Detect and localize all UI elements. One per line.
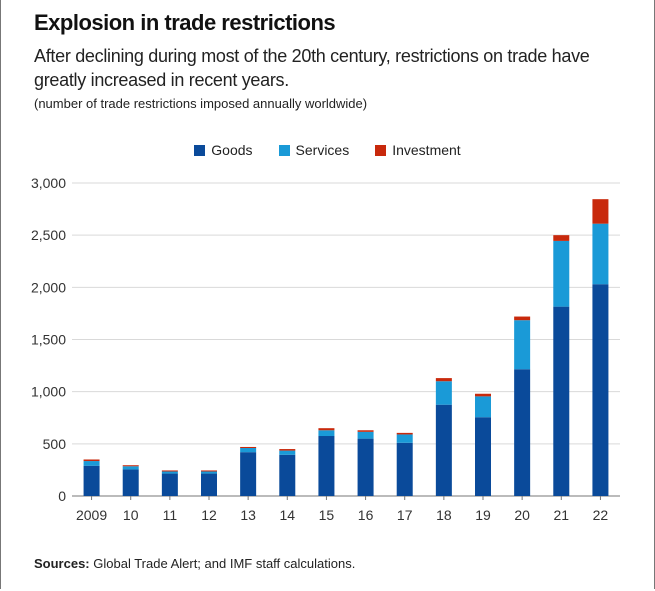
bar-segment-services xyxy=(553,240,570,307)
bar-segment-services xyxy=(592,223,609,285)
source-note: Sources: Global Trade Alert; and IMF sta… xyxy=(34,556,355,571)
chart-units-note: (number of trade restrictions imposed an… xyxy=(34,96,368,111)
y-tick-label: 3,000 xyxy=(31,175,66,191)
x-tick-label: 11 xyxy=(163,507,178,523)
legend-label-services: Services xyxy=(295,142,350,158)
bar-segment-goods xyxy=(279,454,296,496)
bar-segment-services xyxy=(435,381,452,405)
bar-segment-investment xyxy=(201,470,217,472)
legend-swatch-services xyxy=(278,144,290,156)
x-tick-label: 20 xyxy=(514,507,530,523)
bar-segment-services xyxy=(201,471,217,474)
x-tick-label: 14 xyxy=(279,507,295,523)
bar-segment-investment xyxy=(240,446,257,449)
bar-segment-investment xyxy=(475,393,491,397)
x-tick-label: 10 xyxy=(123,507,139,523)
x-tick-label: 18 xyxy=(436,507,452,523)
bar-segment-goods xyxy=(83,465,100,496)
bar-segment-goods xyxy=(514,369,531,496)
bar-segment-investment xyxy=(514,316,531,321)
source-label: Sources: xyxy=(34,556,90,571)
y-tick-label: 2,500 xyxy=(31,227,66,243)
legend-swatch-goods xyxy=(194,144,206,156)
bar-segment-goods xyxy=(396,442,413,496)
legend-swatch-investment xyxy=(375,144,387,156)
bar-segment-goods xyxy=(161,473,178,496)
y-tick-label: 1,000 xyxy=(31,384,66,400)
y-tick-label: 0 xyxy=(58,488,66,504)
legend-label-goods: Goods xyxy=(211,142,253,158)
bar-segment-services xyxy=(240,448,257,453)
x-tick-label: 15 xyxy=(319,507,335,523)
bar-segment-investment xyxy=(161,470,178,472)
bar-segment-services xyxy=(122,466,139,470)
x-tick-label: 12 xyxy=(201,507,217,523)
bar-segment-goods xyxy=(318,436,335,496)
bar-segment-investment xyxy=(553,235,570,241)
y-tick-label: 500 xyxy=(43,436,67,452)
bar-segment-services xyxy=(83,461,100,466)
bar-segment-investment xyxy=(357,430,374,432)
bar-segment-investment xyxy=(396,432,413,435)
bar-segment-services xyxy=(357,431,374,439)
bar-segment-investment xyxy=(435,378,452,382)
x-tick-label: 22 xyxy=(593,507,609,523)
x-tick-label: 19 xyxy=(475,507,491,523)
y-tick-label: 1,500 xyxy=(31,332,66,348)
bar-segment-goods xyxy=(240,452,257,496)
bar-segment-investment xyxy=(122,465,139,467)
bar-segment-services xyxy=(318,430,335,437)
legend-label-investment: Investment xyxy=(392,142,461,158)
bar-segment-investment xyxy=(83,459,100,462)
x-tick-label: 2009 xyxy=(76,507,107,523)
bar-segment-services xyxy=(514,320,531,370)
bar-segment-goods xyxy=(357,438,374,496)
legend-item-goods: Goods xyxy=(194,142,253,158)
y-tick-label: 2,000 xyxy=(31,279,66,295)
chart-legend: Goods Services Investment xyxy=(0,142,655,158)
bar-segment-goods xyxy=(475,417,491,496)
x-tick-label: 21 xyxy=(553,507,569,523)
bar-segment-services xyxy=(279,450,296,455)
bar-segment-services xyxy=(396,434,413,443)
bar-segment-goods xyxy=(592,284,609,496)
bar-segment-investment xyxy=(279,449,296,451)
legend-item-services: Services xyxy=(278,142,350,158)
source-text: Global Trade Alert; and IMF staff calcul… xyxy=(89,556,356,571)
bar-segment-investment xyxy=(318,428,335,431)
bar-segment-goods xyxy=(201,473,217,496)
bar-segment-services xyxy=(161,471,178,474)
bar-segment-investment xyxy=(592,199,609,224)
bar-segment-goods xyxy=(435,404,452,496)
bar-segment-services xyxy=(475,396,491,418)
legend-item-investment: Investment xyxy=(375,142,461,158)
x-tick-label: 17 xyxy=(397,507,413,523)
bar-segment-goods xyxy=(122,469,139,496)
bar-segment-goods xyxy=(553,306,570,496)
x-tick-label: 13 xyxy=(240,507,256,523)
x-tick-label: 16 xyxy=(358,507,374,523)
chart-subtitle: After declining during most of the 20th … xyxy=(34,46,590,90)
chart-title: Explosion in trade restrictions xyxy=(34,10,336,35)
